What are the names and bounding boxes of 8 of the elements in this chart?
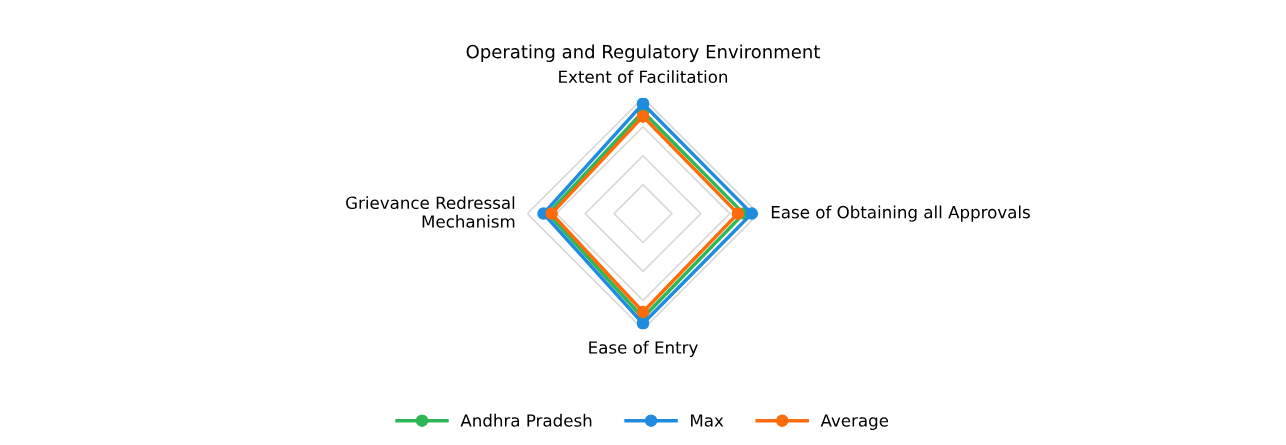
legend-label: Max — [691, 414, 724, 427]
legend-label: Andhra Pradesh — [460, 413, 592, 427]
spoke-label: Ease of Obtaining all Approvals — [771, 205, 1030, 222]
spoke-label: Extent of Facilitation — [559, 70, 728, 84]
spoke-label: Ease of Entry — [589, 340, 698, 357]
legend-label: Average — [820, 414, 889, 430]
chart-title: Operating and Regulatory Environment — [466, 44, 820, 62]
spoke-label: Grievance Redressal Mechanism — [346, 196, 515, 228]
